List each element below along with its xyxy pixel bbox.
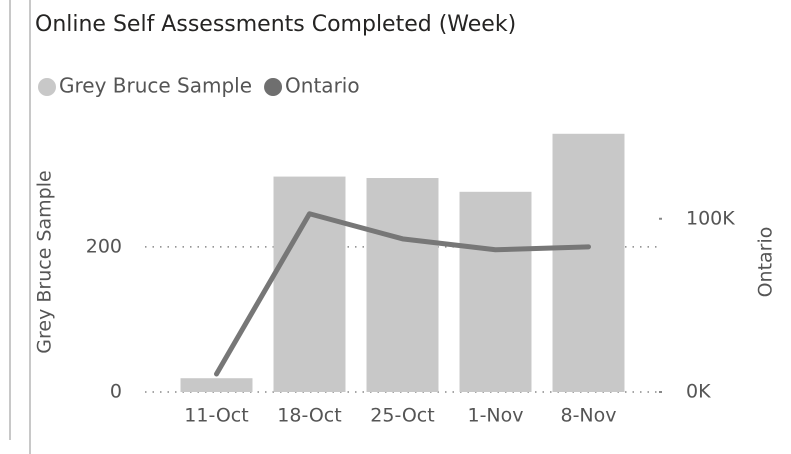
- x-tick-label: 11-Oct: [184, 405, 248, 427]
- line: [214, 211, 591, 377]
- legend-marker: [264, 78, 283, 96]
- y2-axis-label: Ontario: [755, 227, 777, 298]
- bar: [273, 176, 346, 392]
- y-tick-label: 200: [86, 235, 122, 257]
- y2-tick-label: 0K: [686, 381, 711, 403]
- legend-label: Ontario: [285, 74, 360, 98]
- bar: [180, 378, 253, 392]
- bar: [366, 178, 439, 392]
- x-tick-label: 25-Oct: [370, 405, 434, 427]
- legend-label: Grey Bruce Sample: [59, 74, 252, 98]
- bar: [552, 133, 625, 393]
- y-tick-label: 0: [110, 381, 122, 403]
- y2-tick-label: 100K: [686, 207, 735, 229]
- bar: [459, 191, 532, 392]
- x-tick-label: 18-Oct: [277, 405, 341, 427]
- x-tick-label: 8-Nov: [560, 405, 616, 427]
- y-axis-label: Grey Bruce Sample: [34, 170, 56, 353]
- chart-title: Online Self Assessments Completed (Week): [35, 12, 516, 37]
- legend-marker: [38, 78, 56, 96]
- x-tick-label: 1-Nov: [467, 405, 523, 427]
